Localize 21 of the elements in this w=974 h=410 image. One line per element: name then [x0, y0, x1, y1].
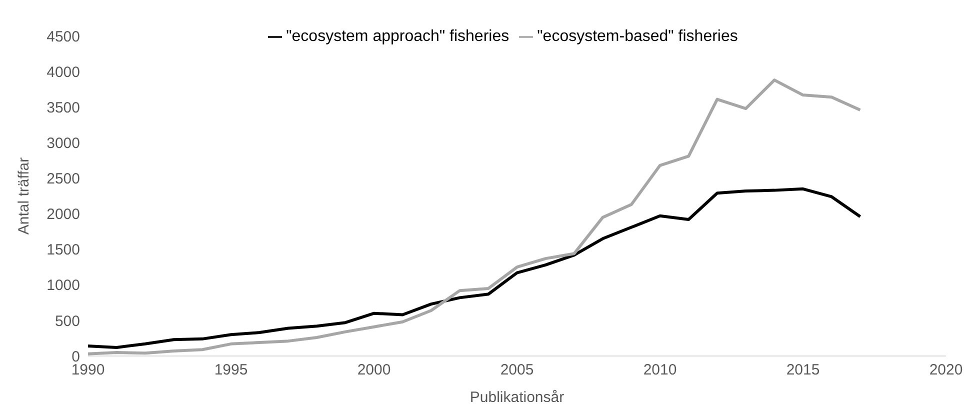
line-series	[88, 187, 862, 349]
y-tick-label: 1000	[46, 277, 80, 294]
x-tick-label: 2020	[929, 362, 963, 379]
x-tick-label: 2000	[357, 362, 391, 379]
y-tick-label: 4500	[46, 28, 80, 46]
x-tick-label: 2005	[500, 362, 534, 379]
y-axis-title: Antal träffar	[15, 157, 32, 235]
y-tick-label: 500	[54, 312, 80, 330]
y-tick-label: 4000	[46, 64, 80, 81]
y-tick-label: 2000	[46, 206, 80, 224]
y-tick-label: 1500	[46, 242, 80, 259]
x-tick-label: 1995	[214, 362, 248, 379]
x-tick-label: 2015	[786, 362, 820, 379]
x-axis-title: Publikationsår	[470, 389, 564, 406]
legend-label: "ecosystem approach" fisheries	[286, 28, 510, 45]
line-series	[88, 78, 862, 356]
y-tick-label: 3000	[46, 134, 80, 152]
y-tick-label: 3500	[46, 99, 80, 116]
legend-label: "ecosystem-based" fisheries	[537, 28, 738, 45]
x-tick-label: 2010	[643, 362, 677, 379]
y-tick-label: 2500	[46, 170, 80, 188]
